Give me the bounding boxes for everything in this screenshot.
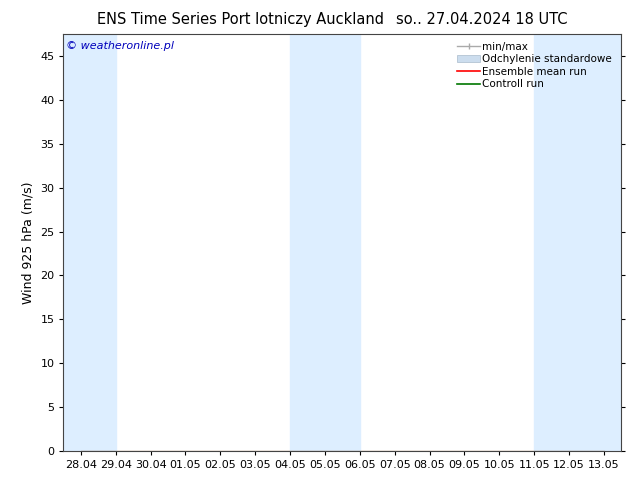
Bar [290, 34, 359, 451]
Text: so.. 27.04.2024 18 UTC: so.. 27.04.2024 18 UTC [396, 12, 567, 27]
Bar [534, 34, 621, 451]
Legend: min/max, Odchylenie standardowe, Ensemble mean run, Controll run: min/max, Odchylenie standardowe, Ensembl… [455, 40, 616, 92]
Bar [63, 34, 115, 451]
Text: ENS Time Series Port lotniczy Auckland: ENS Time Series Port lotniczy Auckland [98, 12, 384, 27]
Y-axis label: Wind 925 hPa (m/s): Wind 925 hPa (m/s) [22, 181, 35, 304]
Text: © weatheronline.pl: © weatheronline.pl [66, 41, 174, 50]
